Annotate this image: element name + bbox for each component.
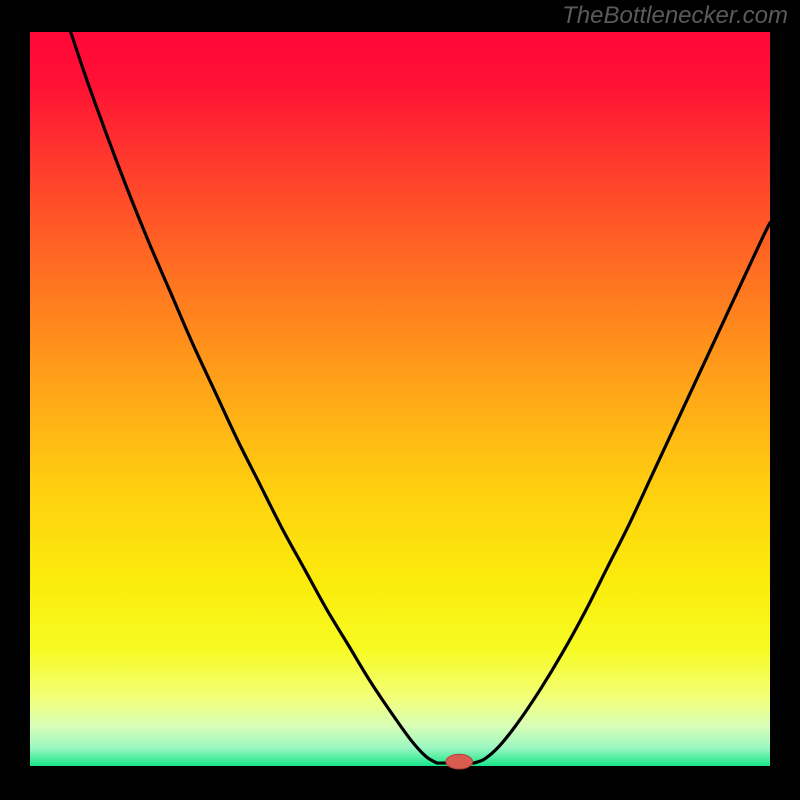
watermark-text: TheBottlenecker.com xyxy=(562,2,788,30)
gradient-background xyxy=(30,32,770,766)
bottleneck-chart xyxy=(0,0,800,800)
optimum-marker xyxy=(446,754,473,769)
chart-frame: TheBottlenecker.com xyxy=(0,0,800,800)
